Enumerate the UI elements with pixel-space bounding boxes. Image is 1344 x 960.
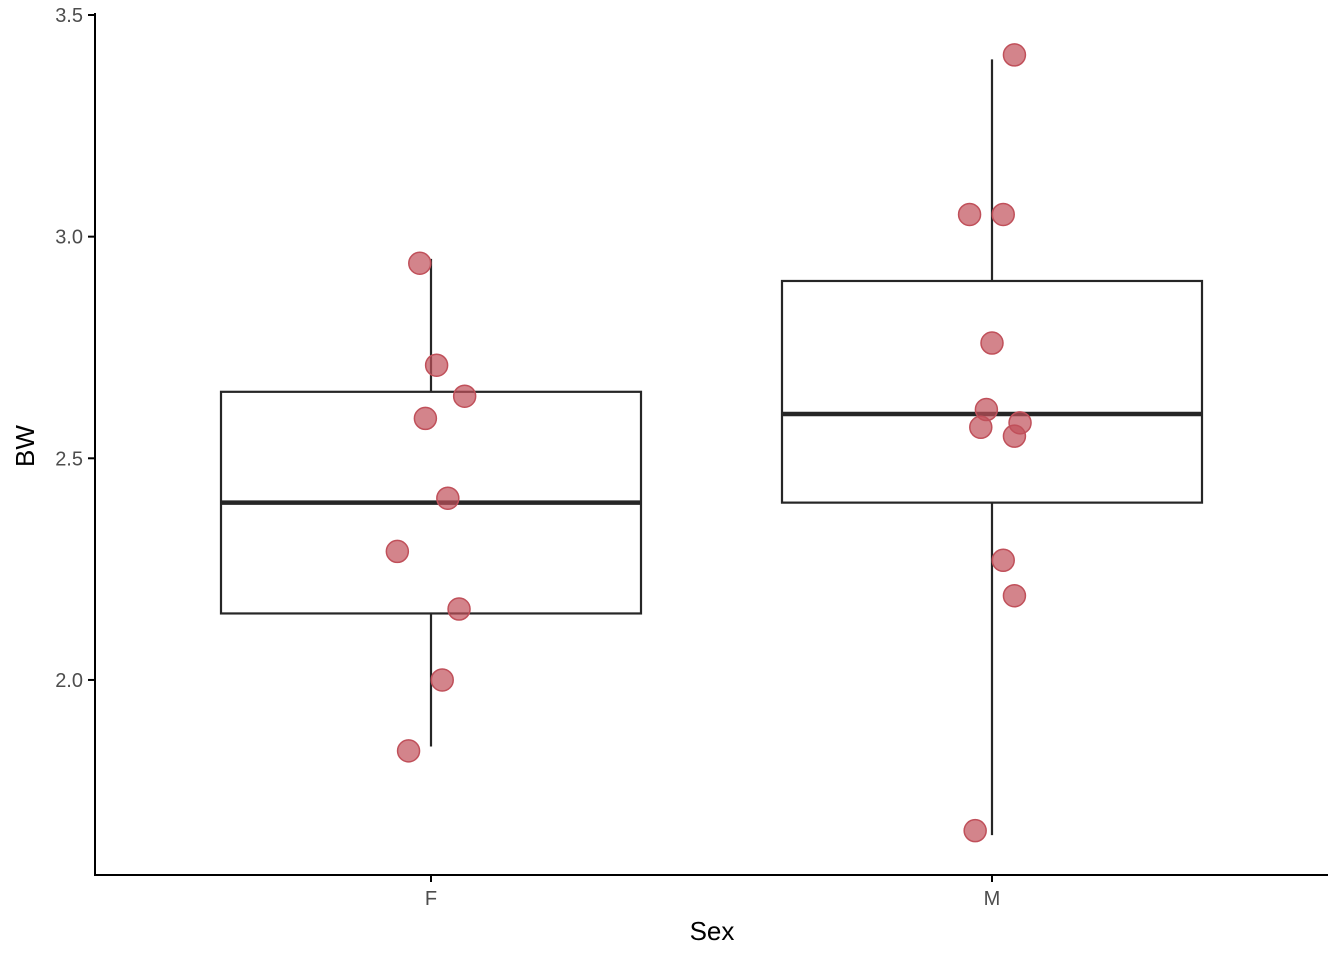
data-point xyxy=(396,739,421,763)
axes-layer xyxy=(94,13,1328,876)
x-tick-label: F xyxy=(425,888,437,910)
x-tick-label: M xyxy=(984,888,1001,910)
points-layer xyxy=(385,43,1032,843)
data-point xyxy=(447,597,471,621)
data-point xyxy=(963,818,987,843)
x-axis-title: Sex xyxy=(690,916,735,946)
data-point xyxy=(991,202,1015,227)
data-point xyxy=(430,668,454,692)
data-point xyxy=(1002,43,1027,67)
y-tick-label: 2.0 xyxy=(55,670,83,692)
y-tick-label: 3.5 xyxy=(55,5,83,27)
y-ticks: 2.0 2.5 3.0 3.5 xyxy=(55,5,95,692)
data-point xyxy=(385,539,410,564)
data-point xyxy=(424,353,449,377)
boxes-layer xyxy=(219,59,1204,836)
data-point xyxy=(969,415,993,440)
y-tick-label: 3.0 xyxy=(55,227,83,249)
data-point xyxy=(452,384,477,408)
y-axis-title: BW xyxy=(10,425,40,467)
data-point xyxy=(1002,424,1027,448)
data-point xyxy=(408,251,432,275)
data-point xyxy=(991,548,1015,573)
box-iqr xyxy=(780,279,1204,504)
data-point xyxy=(1002,583,1027,608)
data-point xyxy=(957,202,982,227)
data-point xyxy=(436,486,460,510)
y-tick-label: 2.5 xyxy=(55,448,83,470)
data-point xyxy=(980,331,1004,355)
data-point xyxy=(413,406,438,431)
